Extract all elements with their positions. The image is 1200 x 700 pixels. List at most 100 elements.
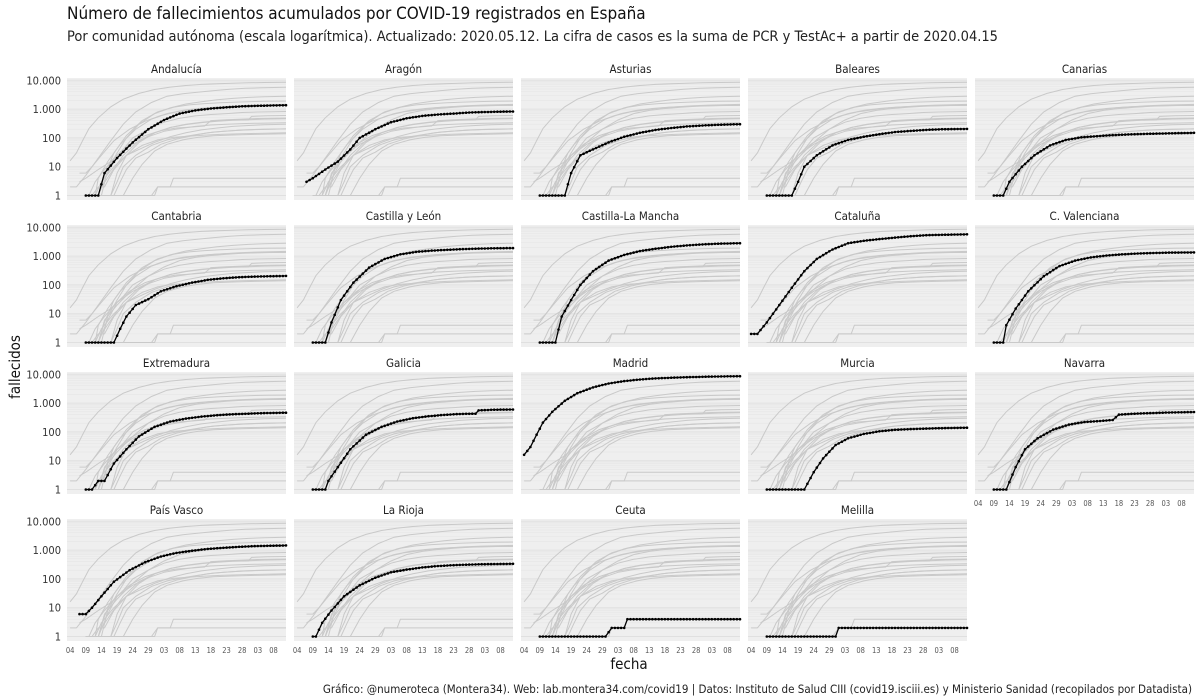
data-point-madrid <box>597 384 601 388</box>
data-point-andalucia <box>106 168 109 171</box>
y-tick-label: 10.000 <box>26 515 61 528</box>
data-point-cantabria <box>206 278 210 282</box>
series-line-murcia-background <box>312 427 513 490</box>
y-tick-label: 100 <box>42 426 61 439</box>
data-point-castilla-y-leon <box>499 246 502 250</box>
data-point-cantabria <box>228 276 231 280</box>
data-point-cataluna <box>912 234 916 238</box>
data-point-navarra <box>1130 412 1133 416</box>
data-point-extremadura <box>156 424 159 428</box>
data-point-cataluna <box>821 253 825 257</box>
data-point-andalucia <box>250 104 253 108</box>
x-tick-label: 23 <box>676 646 685 655</box>
series-line-galicia-background <box>85 556 286 637</box>
data-point-navarra <box>1133 412 1136 416</box>
data-point-baleares <box>849 138 853 141</box>
series-line-galicia <box>312 408 513 491</box>
data-point-la-rioja <box>392 570 396 573</box>
data-point-pais-vasco <box>206 547 210 551</box>
data-point-aragon <box>442 112 446 116</box>
data-point-castilla-la-mancha <box>594 267 598 271</box>
data-point-baleares <box>903 130 906 133</box>
data-point-asturias <box>707 123 710 127</box>
data-point-extremadura <box>168 420 172 423</box>
series-line-castilla-la-mancha-background <box>539 95 740 196</box>
panel-title-canarias: Canarias <box>1062 62 1107 76</box>
series-line-navarra-background <box>766 117 967 196</box>
data-point-navarra <box>1089 420 1093 423</box>
data-point-ceuta <box>719 617 723 621</box>
data-point-murcia <box>906 428 909 431</box>
series-line-navarra-background <box>993 264 1194 343</box>
data-point-melilla <box>778 635 781 638</box>
series-line-murcia-background <box>85 280 286 343</box>
data-point-navarra <box>1167 411 1171 414</box>
data-point-pais-vasco <box>153 557 156 561</box>
data-point-ceuta <box>713 617 717 621</box>
data-point-madrid <box>716 375 720 378</box>
data-point-andalucia <box>118 153 122 157</box>
data-point-andalucia <box>140 133 144 136</box>
data-point-navarra <box>1011 473 1014 476</box>
data-point-aragon <box>417 115 421 118</box>
panel-cataluna: Cataluña <box>748 209 969 347</box>
data-point-c-valenciana <box>1001 341 1005 344</box>
series-line-navarra-background <box>766 411 967 490</box>
data-point-castilla-y-leon <box>474 247 477 250</box>
data-point-pais-vasco <box>112 580 116 583</box>
data-point-navarra <box>1161 411 1164 415</box>
data-point-galicia <box>467 412 471 416</box>
panel-title-cataluna: Cataluña <box>834 209 880 223</box>
data-point-cataluna <box>834 246 837 250</box>
data-point-canarias <box>1186 131 1189 135</box>
data-point-asturias <box>738 122 742 126</box>
data-point-galicia <box>374 428 377 432</box>
series-line-melilla-background <box>312 333 513 343</box>
series-line-asturias-background <box>312 123 513 196</box>
panel-title-galicia: Galicia <box>386 356 421 370</box>
data-point-ceuta <box>644 617 648 621</box>
data-point-murcia <box>915 427 919 431</box>
data-point-galicia <box>474 412 477 416</box>
series-line-cantabria-background <box>539 275 740 343</box>
data-point-c-valenciana <box>1023 294 1027 297</box>
data-point-melilla <box>824 635 828 638</box>
data-point-navarra <box>1092 420 1096 423</box>
data-point-asturias <box>701 124 704 127</box>
data-point-melilla <box>768 635 772 638</box>
series-line-madrid-background <box>523 81 740 162</box>
data-point-castilla-la-mancha <box>626 252 629 256</box>
data-point-melilla <box>884 626 887 630</box>
data-point-c-valenciana <box>1092 255 1096 259</box>
data-point-murcia <box>821 457 825 460</box>
data-point-murcia <box>812 470 815 474</box>
data-point-andalucia <box>122 150 125 154</box>
data-point-castilla-la-mancha <box>660 246 664 250</box>
data-point-aragon <box>436 113 440 116</box>
data-point-melilla <box>931 626 934 630</box>
data-point-castilla-y-leon <box>427 249 430 253</box>
data-point-castilla-y-leon <box>417 250 421 253</box>
data-point-pais-vasco <box>168 553 172 556</box>
data-point-ceuta <box>710 617 714 621</box>
data-point-extremadura <box>184 417 188 420</box>
x-tick-label: 23 <box>222 646 231 655</box>
data-point-cantabria <box>150 295 153 299</box>
data-point-melilla <box>865 626 869 630</box>
data-point-baleares <box>859 136 862 139</box>
data-point-castilla-y-leon <box>433 249 437 252</box>
data-point-c-valenciana <box>1020 298 1024 302</box>
series-line-aragon-background <box>987 405 1194 477</box>
data-point-castilla-la-mancha <box>663 246 667 249</box>
data-point-baleares <box>912 129 916 132</box>
data-point-extremadura <box>275 411 278 415</box>
data-point-melilla <box>843 626 847 630</box>
data-point-castilla-la-mancha <box>644 248 648 252</box>
series-line-cantabria-background <box>993 128 1194 196</box>
data-point-pais-vasco <box>172 552 175 555</box>
data-point-madrid <box>563 399 567 403</box>
data-point-murcia <box>865 432 869 435</box>
x-tick-label: 13 <box>191 646 200 655</box>
data-point-aragon <box>374 127 377 131</box>
data-point-baleares <box>818 152 822 155</box>
